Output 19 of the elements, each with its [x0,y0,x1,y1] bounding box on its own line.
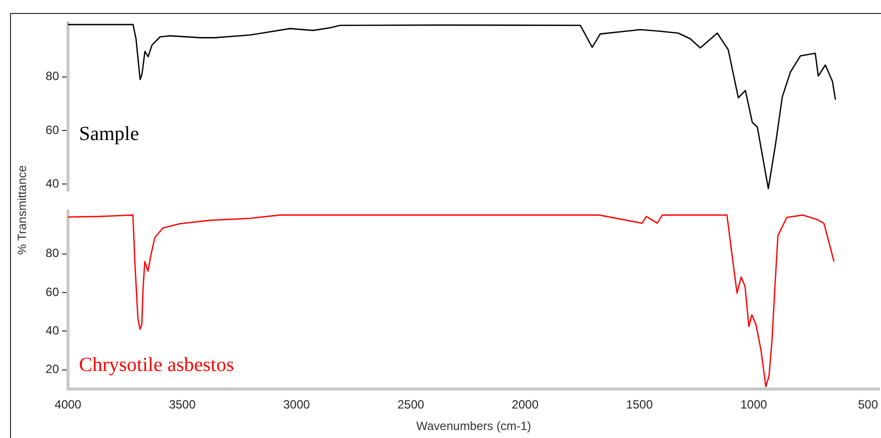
y-tick-label: 80 [46,69,60,84]
annotation: Chrysotile asbestos [79,354,234,376]
x-tick-label: 2000 [512,398,539,412]
annotation: Sample [79,123,140,146]
y-axis-title: % Transmittance [15,165,29,255]
y-tick-label: 60 [46,284,60,299]
y-tick-label: 40 [46,176,60,190]
x-tick-label: 2500 [398,398,425,412]
y-tick-label: 20 [46,362,60,376]
x-axis-title: Wavenumbers (cm-1) [416,419,532,434]
x-tick-label: 3500 [168,398,196,412]
x-tick-label: 4000 [54,398,82,412]
x-tick-label: 3000 [283,398,310,412]
y-tick-label: 60 [46,122,60,137]
x-tick-label: 500 [858,398,878,412]
x-tick-label: 1000 [740,398,768,412]
x-tick-label: 1500 [626,398,654,412]
y-tick-label: 40 [46,323,60,338]
y-tick-label: 80 [46,246,60,260]
